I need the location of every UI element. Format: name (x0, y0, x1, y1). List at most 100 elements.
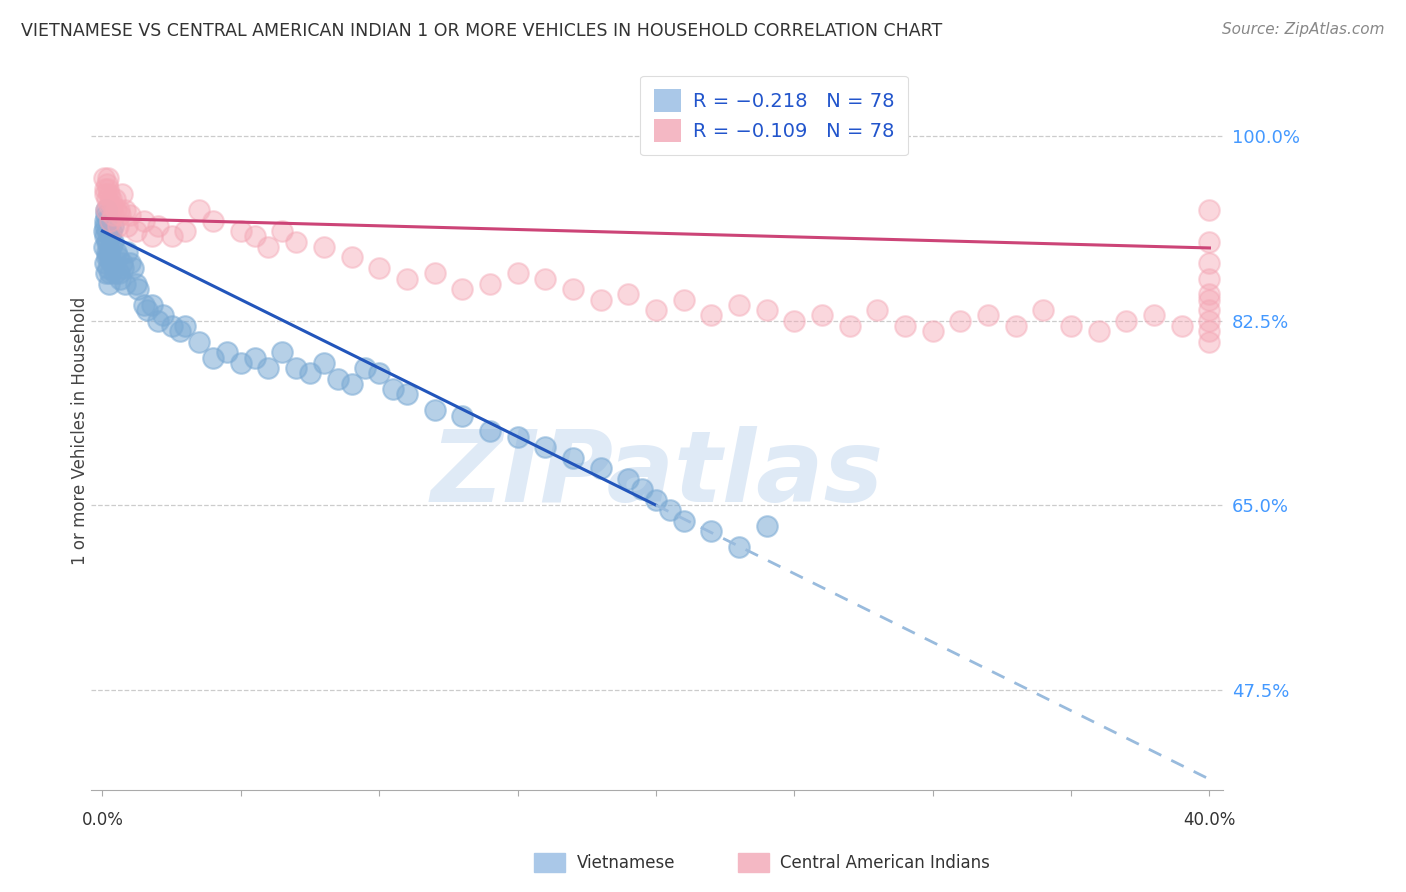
Point (100, 193, 122, 207)
Point (98, 187, 121, 202)
Point (96, 177, 118, 191)
Point (243, 229, 266, 244)
Point (298, 367, 321, 381)
Point (561, 282, 583, 296)
Point (110, 271, 132, 285)
Point (103, 208, 125, 222)
Point (169, 324, 191, 338)
Point (506, 266, 529, 280)
Point (111, 256, 134, 270)
Point (97, 260, 120, 275)
Point (617, 472, 640, 486)
Point (257, 240, 280, 254)
Point (96, 208, 118, 222)
Point (229, 224, 252, 238)
Point (811, 309, 834, 323)
Point (728, 298, 751, 312)
Text: Source: ZipAtlas.com: Source: ZipAtlas.com (1222, 22, 1385, 37)
Point (94, 182, 117, 196)
Point (921, 324, 943, 338)
Point (94, 202, 117, 217)
Point (112, 260, 135, 275)
Point (1087, 324, 1109, 338)
Point (1060, 318, 1083, 333)
Point (451, 282, 474, 296)
Point (506, 429, 529, 443)
Point (120, 256, 142, 270)
Point (100, 240, 122, 254)
Point (1004, 318, 1026, 333)
Point (368, 260, 391, 275)
Text: 0.0%: 0.0% (82, 811, 124, 829)
Y-axis label: 1 or more Vehicles in Household: 1 or more Vehicles in Household (72, 297, 89, 566)
Point (395, 271, 418, 285)
Point (257, 361, 280, 376)
Point (534, 271, 557, 285)
Point (114, 277, 136, 291)
Point (96, 245, 118, 260)
Point (1198, 235, 1220, 249)
Point (104, 266, 127, 280)
Point (202, 213, 225, 227)
Point (107, 219, 129, 233)
Point (1198, 271, 1220, 285)
Point (229, 356, 252, 370)
Point (94, 266, 117, 280)
Point (423, 266, 446, 280)
Point (105, 245, 128, 260)
Point (97, 235, 120, 249)
Point (98, 251, 121, 265)
Legend: R = −0.218   N = 78, R = −0.109   N = 78: R = −0.218 N = 78, R = −0.109 N = 78 (640, 76, 908, 155)
Point (478, 425, 501, 439)
Point (672, 514, 695, 528)
Point (98, 213, 121, 227)
Point (94, 219, 117, 233)
Point (728, 541, 751, 555)
Point (672, 293, 695, 307)
Point (368, 367, 391, 381)
Point (243, 351, 266, 365)
Point (96, 235, 118, 249)
Point (755, 303, 778, 318)
Point (174, 318, 197, 333)
Point (271, 345, 294, 359)
Point (98, 229, 121, 244)
Point (97, 198, 120, 212)
Point (1198, 293, 1220, 307)
Point (108, 266, 131, 280)
Point (1198, 324, 1220, 338)
Point (107, 251, 129, 265)
Point (97, 245, 120, 260)
Point (93, 224, 115, 238)
Point (135, 303, 157, 318)
Point (152, 309, 174, 323)
Point (146, 314, 169, 328)
Point (132, 213, 155, 227)
Point (561, 450, 583, 465)
Point (271, 224, 294, 238)
Point (105, 202, 128, 217)
Point (98, 266, 121, 280)
Point (395, 387, 418, 401)
Point (97, 182, 120, 196)
Point (312, 356, 335, 370)
Point (617, 287, 640, 301)
Point (111, 187, 134, 202)
Point (700, 309, 723, 323)
Point (1198, 256, 1220, 270)
Point (866, 303, 889, 318)
Point (949, 314, 972, 328)
Point (93, 187, 115, 202)
Point (124, 224, 146, 238)
Point (94, 229, 117, 244)
Point (645, 303, 668, 318)
Point (1032, 303, 1054, 318)
Point (97, 171, 120, 186)
Point (1143, 309, 1166, 323)
Text: VIETNAMESE VS CENTRAL AMERICAN INDIAN 1 OR MORE VEHICLES IN HOUSEHOLD CORRELATIO: VIETNAMESE VS CENTRAL AMERICAN INDIAN 1 … (21, 22, 942, 40)
Point (312, 240, 335, 254)
Point (160, 229, 183, 244)
Point (354, 361, 377, 376)
Point (631, 483, 654, 497)
Point (894, 318, 917, 333)
